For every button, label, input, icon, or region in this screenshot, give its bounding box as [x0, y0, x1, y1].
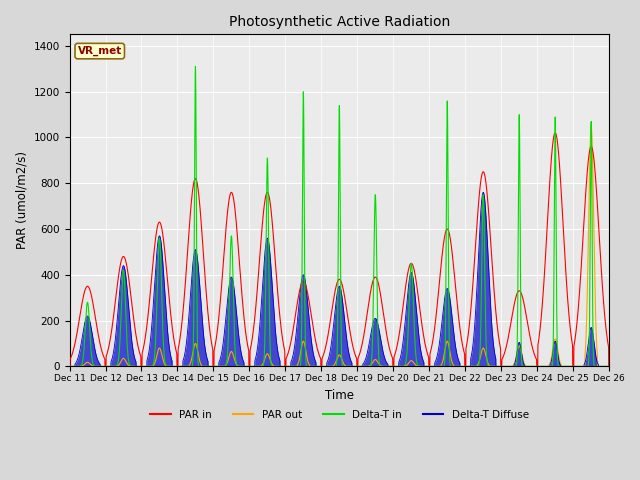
Legend: PAR in, PAR out, Delta-T in, Delta-T Diffuse: PAR in, PAR out, Delta-T in, Delta-T Dif… [146, 406, 533, 424]
Text: VR_met: VR_met [77, 46, 122, 56]
Bar [70, 35, 609, 183]
X-axis label: Time: Time [325, 389, 354, 402]
Y-axis label: PAR (umol/m2/s): PAR (umol/m2/s) [15, 151, 28, 249]
Title: Photosynthetic Active Radiation: Photosynthetic Active Radiation [228, 15, 450, 29]
